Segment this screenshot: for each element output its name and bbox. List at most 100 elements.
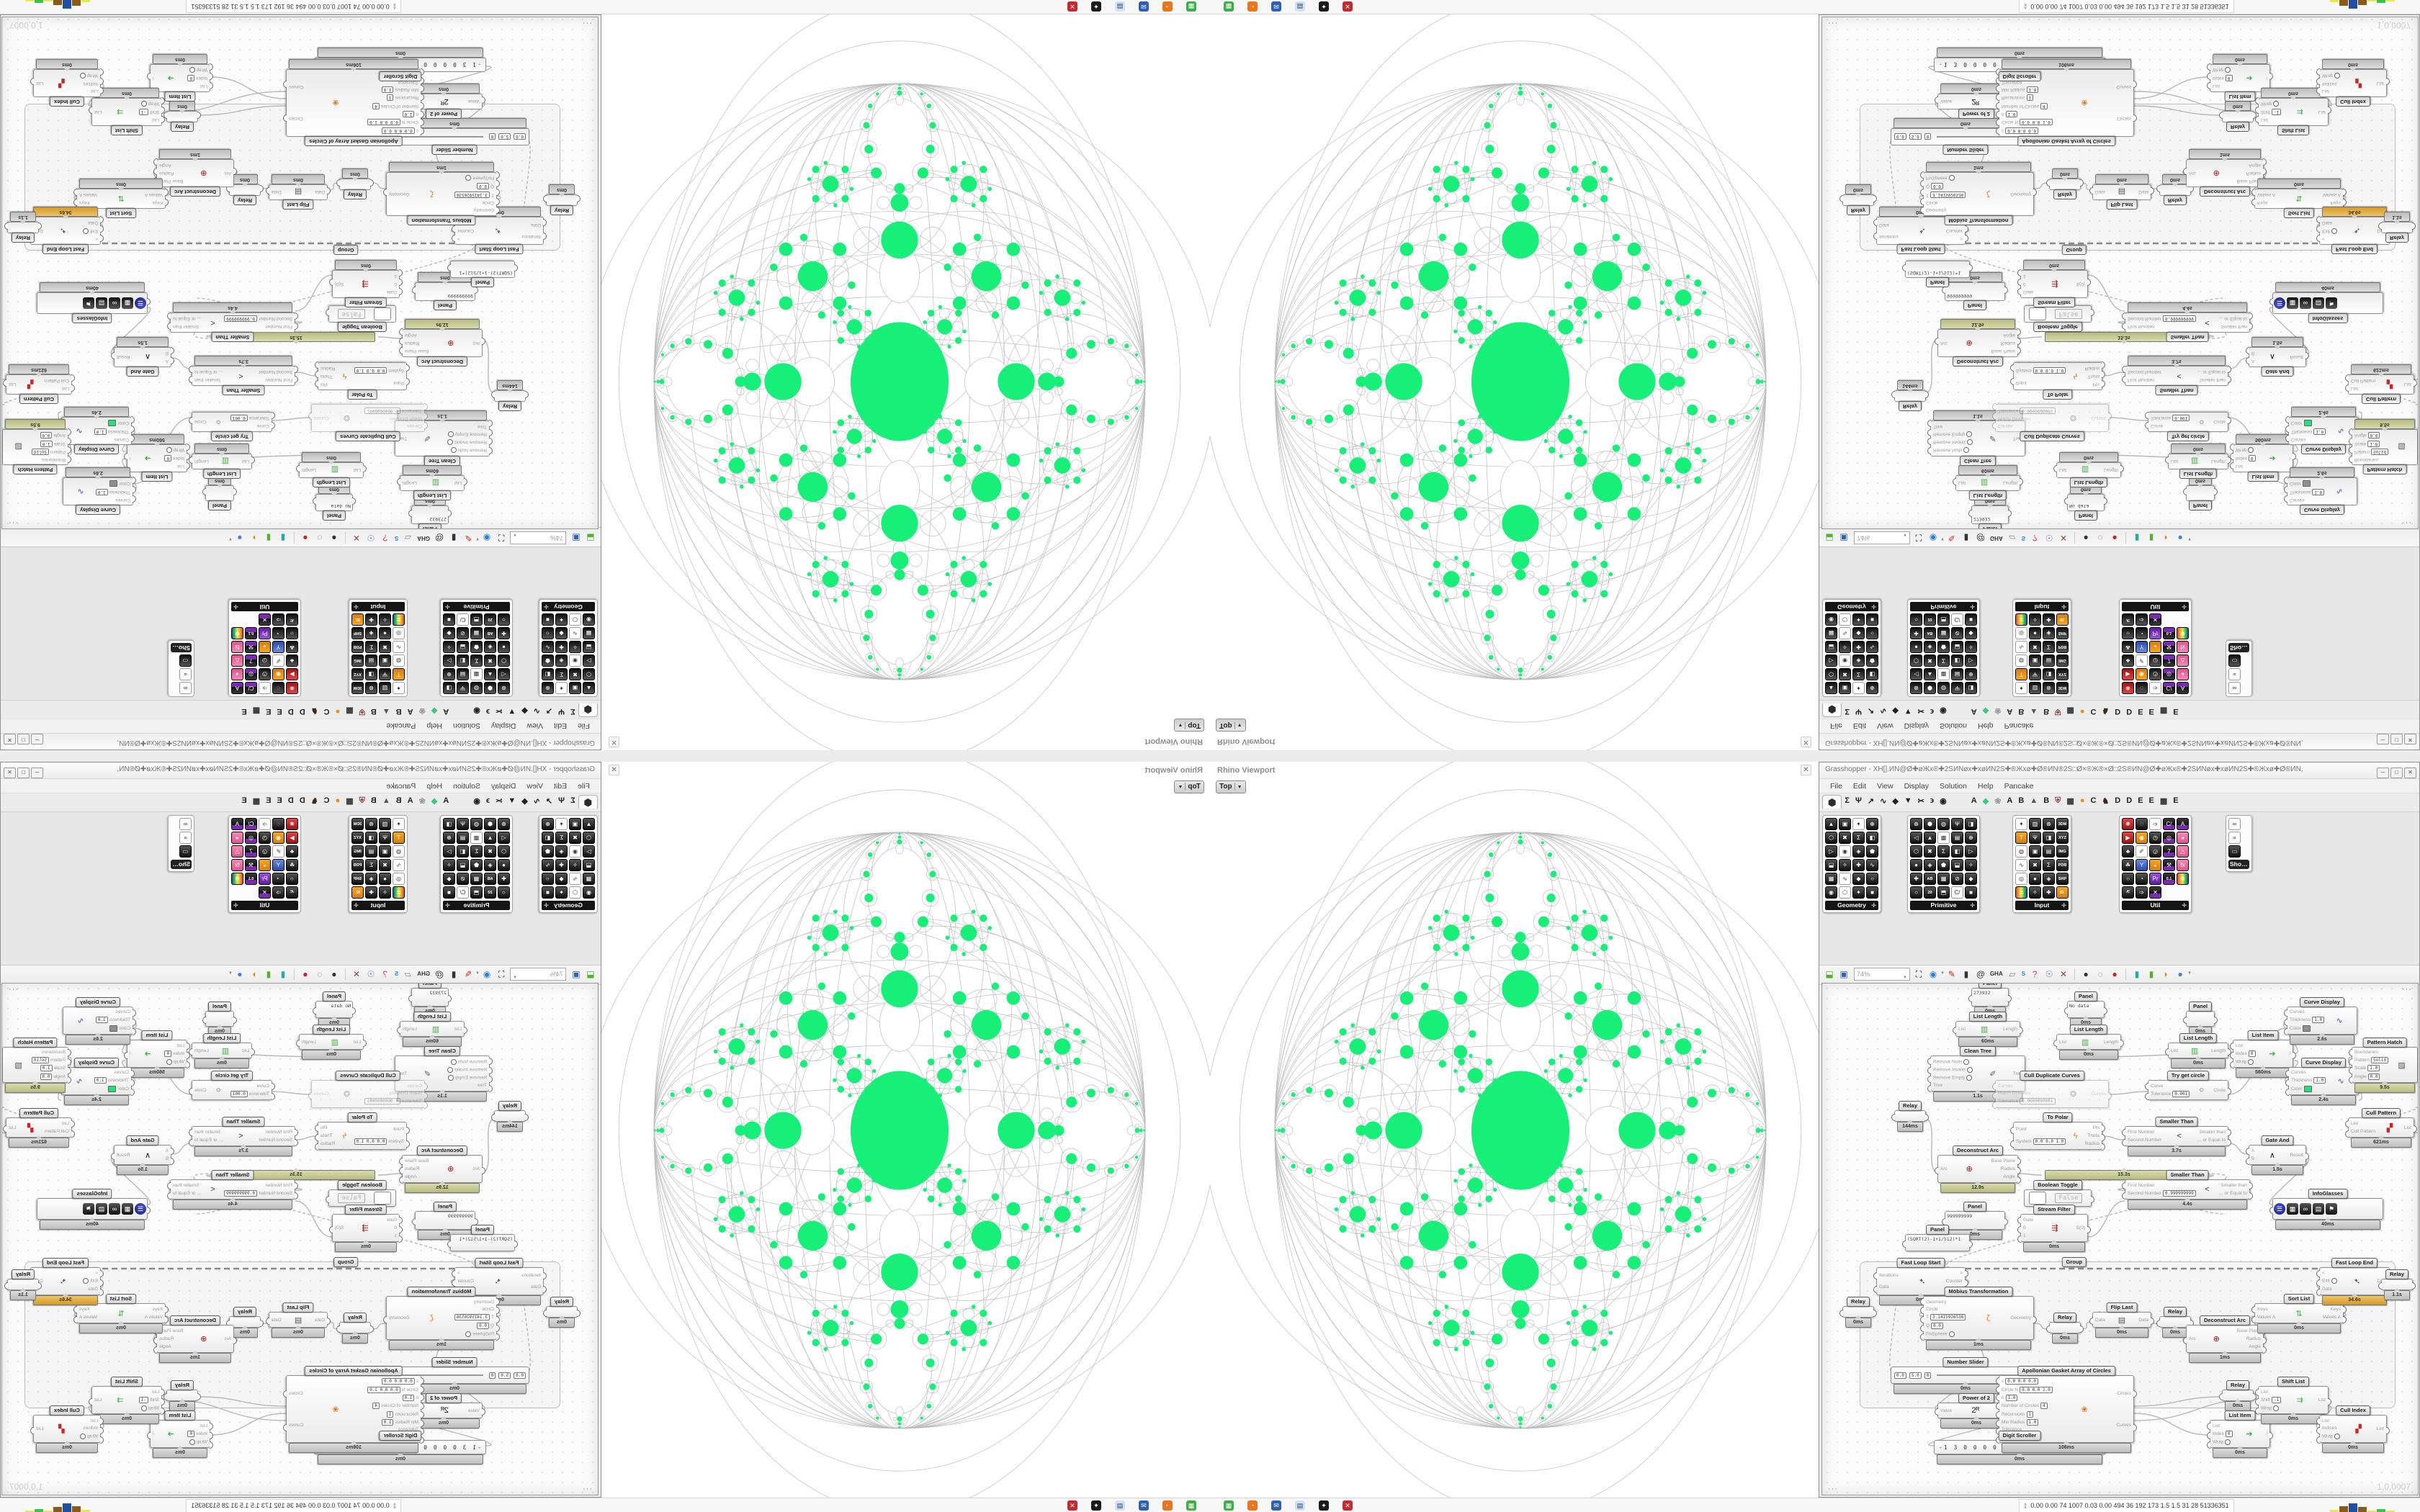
palette-icon[interactable]: ✖ [484,845,496,858]
value-box[interactable]: 1.0 [40,1065,53,1072]
palette-icon[interactable]: ⊘ [1951,627,1963,639]
palette-icon[interactable]: ▲ [1825,682,1837,694]
palette-icon[interactable]: ◨ [443,682,455,694]
component-nametag[interactable]: Power of 2 [426,109,462,119]
palette-icon[interactable]: ☸ [231,627,243,639]
infoglasses-icon[interactable]: ⚑ [83,297,94,309]
gh-component[interactable]: Relay 0ms [2156,1307,2194,1338]
material-orange-icon[interactable]: ◗ [251,969,257,979]
remote-definition-icon[interactable]: @ [434,969,444,979]
taskbar-app-lightblue[interactable]: ▤ [1295,1500,1305,1511]
component-nametag[interactable]: Smaller Than [2166,332,2209,342]
output-port[interactable] [397,1027,400,1034]
component-body[interactable]: Gate 0 1 ⇶ S(0) [329,269,403,298]
cluster-icon[interactable]: ▮ [1963,969,1969,979]
output-port[interactable] [189,1088,192,1095]
palette-icon[interactable]: ▲ [1825,818,1837,830]
gh-titlebar[interactable]: Grasshopper - XH[].ИN@Ø✚øЖx®✚2SИNøx✚xøИN… [1819,762,2419,779]
palette-icon[interactable]: Y [2136,859,2148,871]
palette-icon[interactable]: ⬡ [1825,832,1837,844]
tab-plugin-c[interactable]: C [2090,707,2097,716]
gh-component[interactable]: Cull Pattern List Cull Pattern ▞ List 621ms [3,364,75,404]
zoom-level-dropdown[interactable]: 74% ▼ [510,531,566,544]
palette-icon[interactable]: ᴭ [2122,886,2134,899]
output-port[interactable] [167,312,171,320]
component-nametag[interactable]: To Polar [2043,390,2073,400]
palette-icon[interactable]: Pr [2149,627,2161,639]
input-port[interactable] [2145,1093,2148,1100]
input-port[interactable] [2122,1139,2125,1146]
value-box[interactable]: 0 [2248,1050,2256,1057]
infoglasses-icon[interactable]: ▤ [96,1203,107,1215]
output-port[interactable] [399,1166,403,1174]
gh-component[interactable]: Panel (SQRT(2)-1+1/512)*1 [1902,1225,1973,1251]
palette-icon[interactable]: ∿ [2015,641,2027,653]
palette-icon[interactable]: ◆ [1965,873,1977,885]
gh-component[interactable]: Relay 144ms [491,380,529,411]
menu-display[interactable]: Display [1904,782,1930,791]
palette-icon[interactable]: ✦ [1852,682,1865,694]
tab-leaf[interactable]: ◆ [431,706,438,715]
component-nametag[interactable]: Panel [2074,991,2098,1002]
palette-icon[interactable]: ID. [351,613,364,626]
component-nametag[interactable]: Sort List [105,1294,137,1304]
output-port[interactable] [266,187,269,194]
output-port[interactable] [2328,1398,2331,1405]
toggle-port[interactable] [2331,228,2337,234]
output-port[interactable] [30,1426,34,1434]
palette-icon[interactable]: ◒ [259,859,271,871]
input-port[interactable] [2230,1051,2233,1059]
palette-expand-icon[interactable]: ✛ [2061,603,2066,610]
panel-text[interactable] [2187,486,2190,500]
palette-icon[interactable]: ⬓ [1951,641,1963,653]
input-port[interactable] [2145,1083,2148,1090]
tab-maths[interactable]: Σ [1845,796,1850,805]
palette-icon[interactable]: Ψ [1951,818,1963,830]
input-port[interactable] [2010,1126,2014,1134]
tab-plugin-b2[interactable]: B [2043,796,2050,805]
palette-icon[interactable]: ◶ [259,845,271,858]
input-port[interactable] [2156,1320,2160,1327]
palette-icon[interactable]: ✦ [1852,886,1865,899]
tab-plugin-e1[interactable]: E [277,707,282,716]
output-port[interactable] [2102,1143,2105,1151]
chevron-down-icon[interactable]: ▼ [2187,536,2192,541]
input-port[interactable] [1996,1436,1999,1444]
search-loupe-icon[interactable]: S [2021,971,2026,977]
save-file-icon[interactable]: ▣ [572,533,581,543]
palette-icon[interactable]: ⊗ [365,682,377,694]
tab-plugin-a2[interactable]: A [2007,796,2013,805]
palette-expand-icon[interactable]: ✛ [1970,603,1975,610]
color-swatch[interactable] [2302,1025,2311,1032]
palette-icon[interactable]: ♣ [286,845,298,858]
input-port[interactable] [2145,412,2148,419]
component-body[interactable]: List Indices Wrap ▞ List [30,68,104,97]
canvas-paper-icon[interactable]: ▱ [2009,969,2016,979]
component-nametag[interactable]: Panel [207,1002,232,1012]
gh-component[interactable]: Stream Filter Gate 0 1 ⇶ S(0) 0ms [2017,1205,2091,1252]
palette-icon[interactable]: ■ [542,613,554,626]
tab-plugin-a1[interactable]: A [1971,707,1977,716]
gh-component[interactable]: Cull Duplicate Curves Curves Match Directi… [308,403,428,441]
component-nametag[interactable]: Relay [2163,195,2187,205]
output-port[interactable] [147,1431,151,1439]
palette-icon[interactable]: ∞ [2228,818,2241,830]
gh-component[interactable]: Panel (SQRT(2)-1+1/512)*1 [447,261,518,287]
palette-icon[interactable]: ▦ [470,627,483,639]
palette-icon[interactable]: ▤ [1951,832,1963,844]
palette-icon[interactable]: ➩ [272,886,284,899]
palette-icon[interactable]: XYZ [351,668,364,680]
gh-component[interactable]: Relay 1.1s [4,1269,42,1300]
palette-icon[interactable]: ⬡ [1825,668,1837,680]
palette-label[interactable]: Util ✛ [2122,901,2189,910]
component-nametag[interactable]: List Item [2224,91,2256,102]
